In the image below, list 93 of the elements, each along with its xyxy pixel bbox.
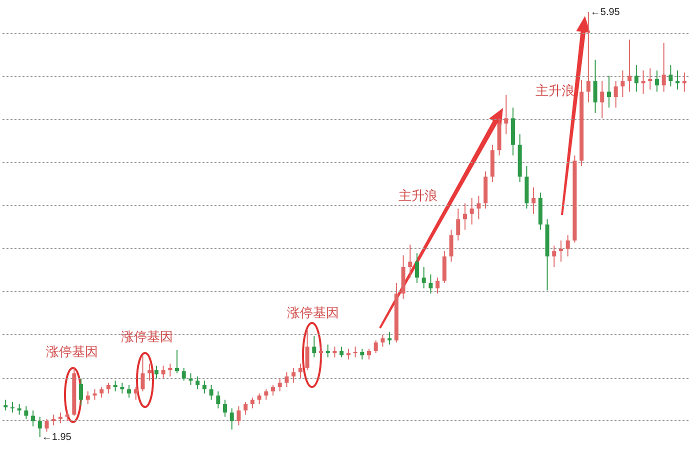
- candlestick: [79, 378, 84, 406]
- candlestick: [58, 412, 62, 424]
- candlestick: [408, 244, 412, 278]
- candlestick: [532, 186, 536, 214]
- candlestick: [654, 70, 659, 92]
- candlestick: [24, 406, 28, 420]
- candlestick: [470, 197, 474, 225]
- candlestick: [264, 388, 268, 400]
- candlestick: [346, 348, 350, 360]
- candlestick: [92, 388, 97, 400]
- candlestick: [17, 404, 22, 416]
- candlestick: [332, 346, 337, 358]
- candlestick: [278, 378, 282, 392]
- candlestick: [10, 401, 14, 414]
- candlestick: [127, 384, 132, 398]
- candlestick: [449, 229, 454, 262]
- candlestick: [86, 390, 90, 405]
- candlestick: [422, 266, 426, 289]
- candlestick: [428, 274, 433, 294]
- candlestick: [614, 80, 618, 108]
- candlestick: [504, 94, 508, 135]
- candlestick: [641, 70, 646, 94]
- candlestick: [305, 329, 310, 371]
- candlestick: [600, 80, 604, 119]
- candlestick: [648, 68, 652, 90]
- candlestick: [230, 408, 234, 430]
- annotation: 涨停基因: [46, 345, 98, 360]
- candlestick: [44, 418, 49, 432]
- candlestick: [148, 363, 152, 382]
- candlestick: [175, 349, 180, 374]
- candlestick: [250, 397, 254, 409]
- candlestick: [134, 386, 138, 400]
- candlestick: [628, 39, 632, 92]
- candlestick: [38, 416, 42, 438]
- candlestick: [456, 208, 460, 241]
- candlestick: [140, 354, 145, 392]
- candlestick: [662, 42, 666, 92]
- candlestick: [209, 384, 214, 400]
- candlestick: [188, 372, 193, 386]
- candlestick: [292, 367, 296, 384]
- candlestick: [31, 410, 36, 427]
- annotation: 主升浪: [536, 83, 574, 99]
- candlestick: [100, 386, 104, 398]
- candlestick: [388, 331, 392, 346]
- candlestick: [202, 380, 206, 394]
- candlestick: [284, 372, 289, 388]
- candlestick: [380, 334, 385, 348]
- candlestick: [312, 336, 316, 358]
- candlestick: [620, 70, 625, 98]
- candlestick: [182, 367, 186, 382]
- candlestick: [682, 72, 686, 92]
- candlestick: [120, 382, 124, 394]
- candlestick: [298, 363, 302, 380]
- annotation: 涨停基因: [121, 330, 173, 345]
- candlestick: [360, 348, 364, 360]
- candlestick: [113, 380, 118, 392]
- candlestick: [676, 70, 680, 90]
- candlestick: [65, 410, 70, 422]
- candlestick: [558, 240, 563, 262]
- candlestick: [319, 346, 323, 360]
- candlestick: [106, 382, 110, 394]
- candlestick: [634, 64, 638, 92]
- candlestick: [340, 346, 344, 358]
- annotation: 涨停基因: [287, 306, 339, 321]
- candlestick: [168, 363, 172, 377]
- candlestick: [196, 376, 200, 390]
- candlestick: [462, 202, 467, 230]
- candlestick: [552, 245, 556, 268]
- candlestick: [586, 12, 590, 103]
- candlestick: [476, 195, 481, 220]
- candlestick: [668, 64, 673, 87]
- candlestick: [216, 390, 220, 409]
- annotation: ←5.95: [590, 7, 620, 18]
- candlestick: [367, 348, 371, 360]
- annotation: 主升浪: [398, 188, 438, 204]
- candlestick: [436, 277, 440, 294]
- candlestick: [236, 406, 241, 426]
- candlestick: [593, 59, 598, 114]
- candlestick: [154, 365, 158, 380]
- candlestick: [374, 340, 378, 354]
- annotation: ←1.95: [42, 432, 72, 443]
- candlestick: [257, 392, 262, 405]
- candlestick: [244, 401, 248, 416]
- candlestick: [566, 234, 570, 257]
- candlestick: [414, 252, 419, 284]
- candlestick: [606, 75, 611, 108]
- candlestick: [326, 344, 330, 358]
- candlestick: [353, 346, 358, 358]
- candlestick: [161, 365, 166, 380]
- candlestick: [52, 414, 56, 426]
- candlestick: [223, 399, 228, 418]
- candlestick: [271, 384, 276, 396]
- candlestick: [4, 399, 8, 411]
